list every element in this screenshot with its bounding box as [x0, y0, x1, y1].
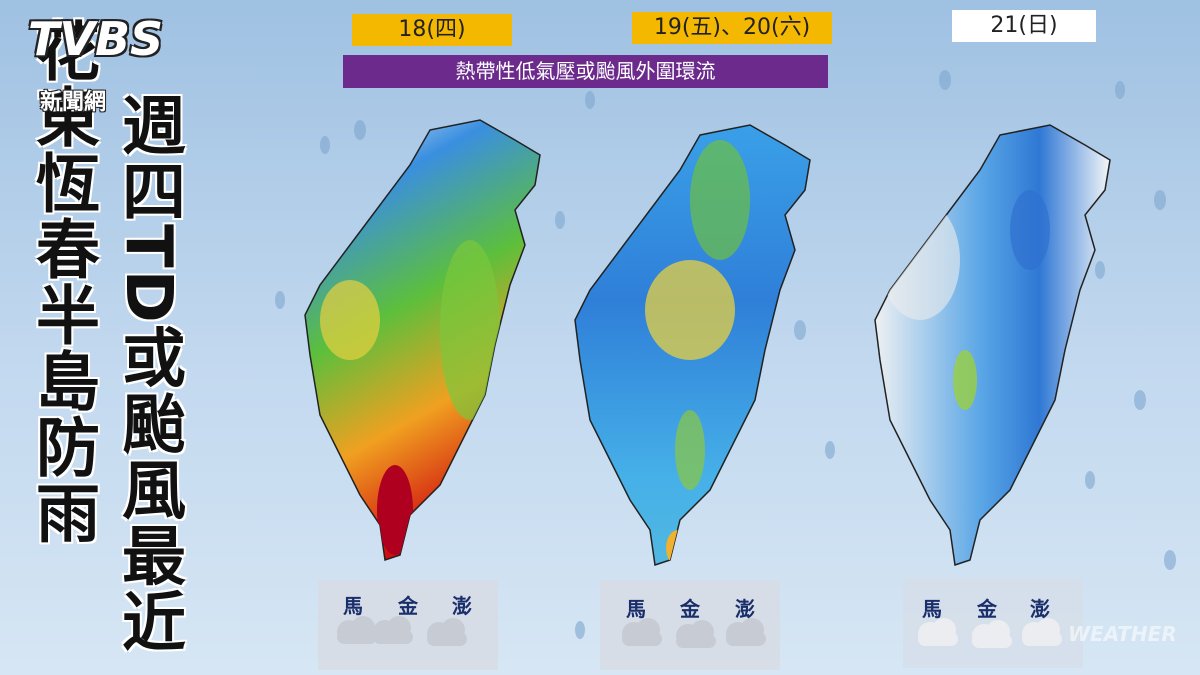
island-label: 金 — [398, 594, 418, 618]
map-panel-1 — [304, 119, 541, 561]
island-label: 金 — [977, 597, 997, 621]
island-label: 金 — [680, 597, 700, 621]
island-label: 澎 — [1030, 597, 1050, 621]
date-label: 21(日) — [952, 10, 1096, 42]
island-box — [600, 580, 780, 670]
island-box — [318, 580, 498, 670]
island-label: 馬 — [626, 597, 646, 621]
date-label: 18(四) — [352, 14, 512, 46]
banner: 熱帶性低氣壓或颱風外圍環流 — [343, 55, 828, 88]
headline-main: 週四TD或颱風最近 — [111, 92, 185, 655]
island-label: 馬 — [922, 597, 942, 621]
map-panel-2 — [574, 124, 811, 566]
island-label: 馬 — [343, 594, 363, 618]
map-panel-3 — [874, 124, 1111, 566]
headline-secondary: 花東恆春半島防雨 — [25, 18, 99, 546]
island-label: 澎 — [452, 594, 472, 618]
date-label: 19(五)、20(六) — [632, 12, 832, 44]
logo-sub: 新聞網 — [40, 90, 107, 115]
raindrops — [275, 70, 1176, 639]
island-box — [903, 578, 1083, 668]
watermark: WEATHER — [1068, 622, 1177, 646]
island-label: 澎 — [735, 597, 755, 621]
logo-brand: TVBS — [28, 12, 164, 66]
